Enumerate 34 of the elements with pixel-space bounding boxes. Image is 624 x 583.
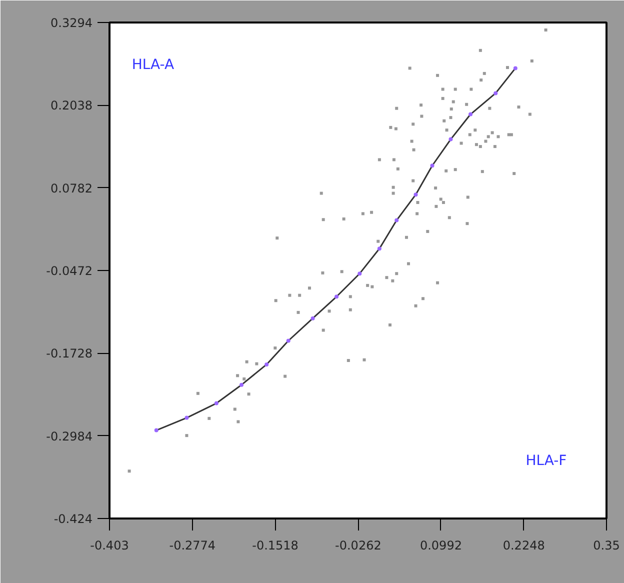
point — [414, 192, 418, 197]
point — [286, 338, 290, 343]
point — [334, 294, 339, 299]
point — [394, 218, 399, 222]
point — [214, 401, 218, 406]
y-tick-label: -0.1728 — [46, 346, 93, 361]
point — [154, 428, 158, 432]
annotation: HLA-A — [132, 57, 175, 74]
x-tick-label: 0.0992 — [420, 538, 462, 552]
line-series — [156, 67, 516, 432]
x-tick-label: -0.2774 — [169, 538, 216, 552]
point — [513, 66, 518, 70]
y-tick-label: -0.0472 — [46, 264, 93, 278]
point — [494, 91, 498, 96]
point — [184, 416, 189, 420]
x-tick-label: -0.1518 — [252, 538, 298, 552]
annotation: HLA-F — [526, 452, 567, 469]
x-tick-label: 0.35 — [593, 538, 620, 552]
y-tick-label: -0.2984 — [46, 429, 93, 444]
point — [468, 112, 473, 116]
point — [358, 272, 362, 276]
y-tick-label: 0.0782 — [50, 181, 93, 196]
point — [240, 382, 244, 387]
x-tick-label: -0.0262 — [335, 538, 382, 552]
y-tick-label: 0.3294 — [50, 16, 93, 30]
point — [430, 164, 434, 168]
x-tick-label: -0.403 — [90, 538, 129, 552]
point — [264, 362, 269, 366]
y-tick-label: 0.2038 — [50, 98, 93, 113]
y-tick-label: -0.424 — [54, 512, 93, 526]
point — [310, 316, 315, 320]
x-tick-label: 0.2248 — [502, 538, 545, 552]
point — [448, 137, 453, 142]
point — [377, 246, 382, 251]
